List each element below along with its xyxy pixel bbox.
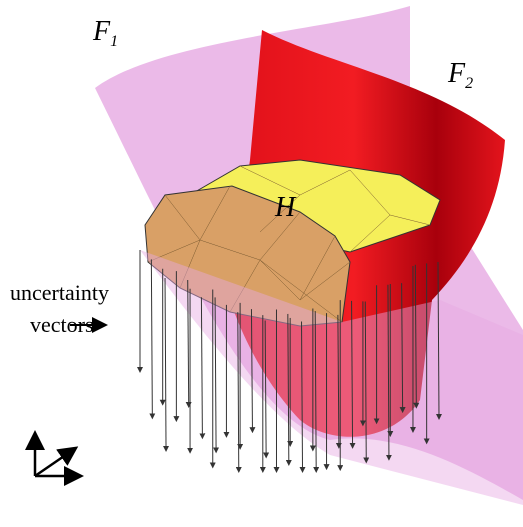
label-f2-subscript: 2 <box>465 75 473 92</box>
uncertainty-vectors <box>137 250 442 473</box>
vector-arrow <box>399 283 406 414</box>
label-f2-name: F <box>447 58 466 89</box>
vector-arrow <box>313 311 320 473</box>
axes-icon <box>25 430 84 486</box>
vector-arrow <box>163 277 170 452</box>
vector-arrow <box>299 321 306 473</box>
label-f1-name: F <box>92 16 111 47</box>
vector-arrow <box>185 280 192 409</box>
label-f1: F1 <box>92 16 118 50</box>
vector-arrow <box>199 297 206 440</box>
vector-arrow <box>335 314 342 449</box>
vector-arrow <box>235 312 242 473</box>
vector-arrow <box>413 264 420 409</box>
vector-arrow <box>285 313 292 466</box>
vector-arrow <box>363 301 370 464</box>
annotation-line: vectors <box>30 312 94 337</box>
mesh <box>147 165 431 323</box>
vector-arrow <box>385 284 392 461</box>
label-f1-subscript: 1 <box>110 33 118 50</box>
annotation-line: uncertainty <box>10 280 109 305</box>
label-h: H <box>274 192 297 223</box>
vector-arrow <box>435 261 442 420</box>
vector-arrow <box>213 297 220 454</box>
vector-arrow <box>249 309 256 434</box>
vector-arrow <box>149 259 156 420</box>
vector-arrow <box>263 320 270 459</box>
label-f2: F2 <box>447 58 473 92</box>
vector-arrow <box>349 300 356 449</box>
